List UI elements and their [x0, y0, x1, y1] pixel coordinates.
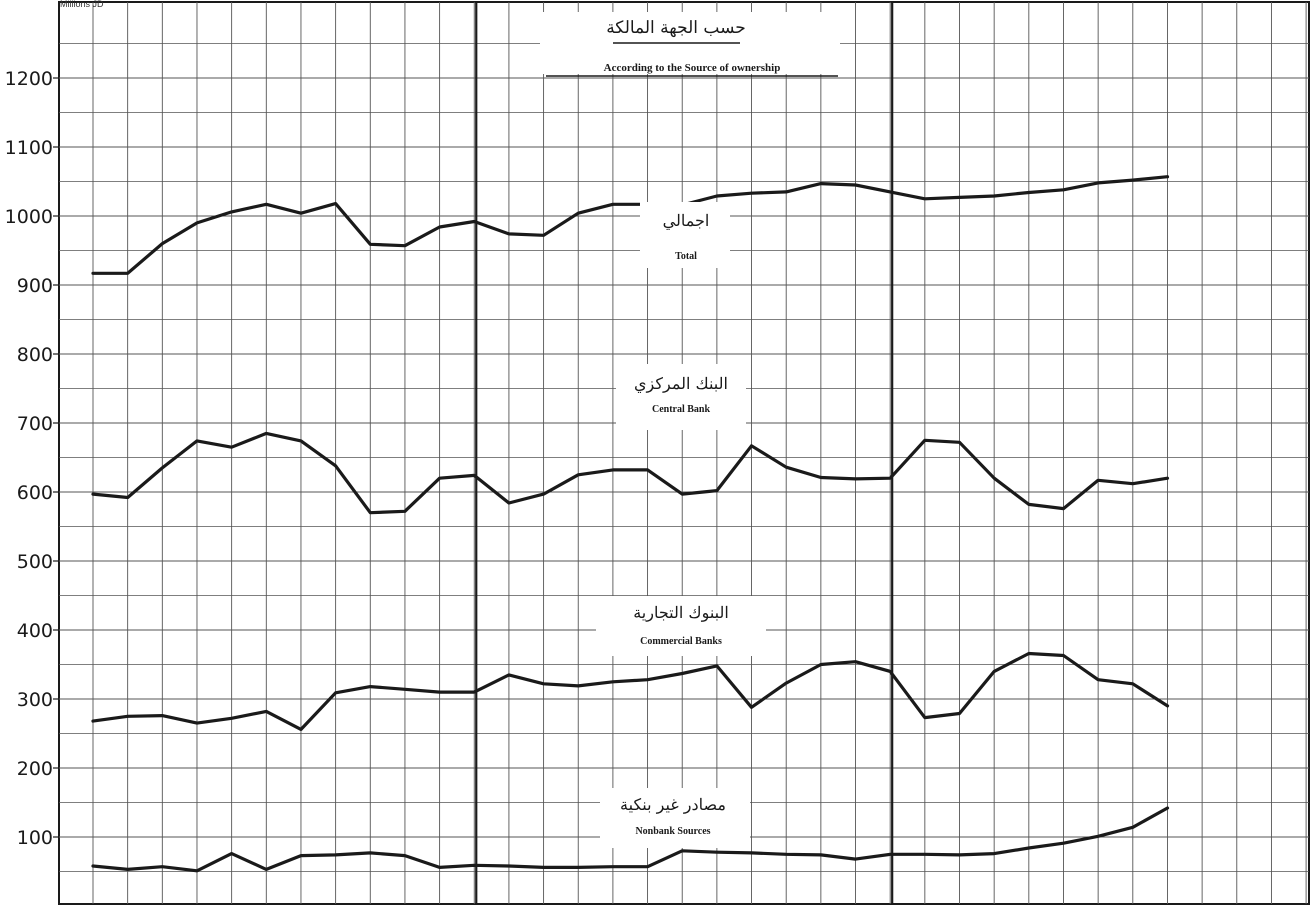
series-label-central-bank-english: Central Bank — [652, 404, 711, 415]
y-tick-label: 900 — [17, 275, 53, 297]
series-lines — [91, 175, 1170, 873]
series-line-nonbank-sources — [91, 806, 1170, 873]
y-tick-label: 1100 — [5, 137, 53, 159]
y-tick-label: 700 — [17, 413, 53, 435]
chart-title-english: According to the Source of ownership — [604, 62, 781, 74]
y-tick-label: 200 — [17, 758, 53, 780]
corner-label: Millions JD — [60, 0, 104, 9]
central-bank-label-backdrop — [616, 364, 746, 430]
y-tick-label: 100 — [17, 827, 53, 849]
series-line-commercial-banks — [91, 651, 1170, 732]
y-tick-label: 400 — [17, 620, 53, 642]
y-axis: 100 200 300 400 500 600 700 800 900 1000 1100 1200 — [5, 68, 59, 849]
total-label-backdrop — [640, 202, 730, 268]
series-label-commercial-banks-arabic: البنوك التجارية — [633, 603, 729, 622]
series-label-nonbank-english: Nonbank Sources — [635, 826, 710, 837]
y-tick-label: 800 — [17, 344, 53, 366]
commercial-banks-label-backdrop — [596, 596, 766, 656]
series-label-total-english: Total — [675, 251, 697, 262]
y-tick-label: 500 — [17, 551, 53, 573]
series-line-total — [91, 175, 1170, 275]
series-label-total-arabic: اجمالي — [663, 211, 710, 230]
nonbank-label-backdrop — [600, 788, 750, 848]
y-tick-label: 300 — [17, 689, 53, 711]
y-tick-label: 600 — [17, 482, 53, 504]
series-label-commercial-banks-english: Commercial Banks — [640, 636, 722, 647]
series-label-nonbank-arabic: مصادر غير بنكية — [620, 795, 726, 814]
y-tick-label: 1200 — [5, 68, 53, 90]
series-line-central-bank — [91, 431, 1170, 515]
chart-frame — [58, 1, 1310, 905]
section-dividers — [475, 2, 894, 904]
chart-title-arabic: حسب الجهة المالكة — [606, 18, 746, 38]
series-label-central-bank-arabic: البنك المركزي — [634, 374, 728, 393]
vertical-gridlines — [92, 2, 1307, 904]
y-tick-label: 1000 — [5, 206, 53, 228]
